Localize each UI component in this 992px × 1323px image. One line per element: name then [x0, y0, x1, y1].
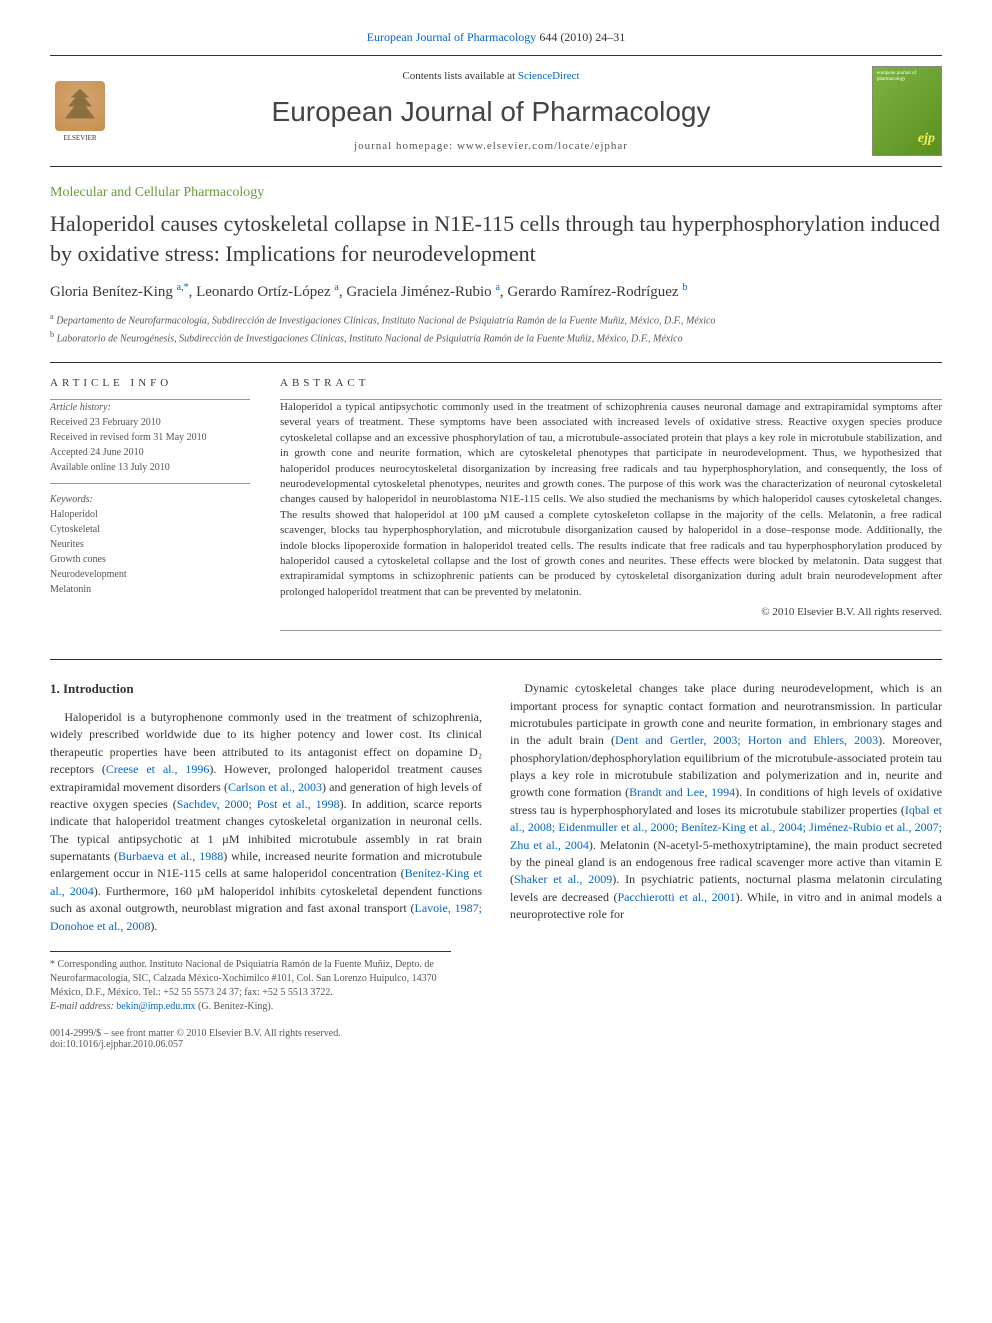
footnotes: * Corresponding author. Instituto Nacion… — [50, 951, 451, 1014]
journal-header: ELSEVIER Contents lists available at Sci… — [50, 55, 942, 167]
keywords-label: Keywords: — [50, 492, 250, 507]
citation-link[interactable]: Sachdev, 2000; Post et al., 1998 — [177, 797, 340, 811]
doi-label: doi: — [50, 1039, 66, 1050]
cover-small-text: european journal of pharmacology — [877, 71, 937, 82]
body-paragraph: Haloperidol is a butyrophenone commonly … — [50, 709, 482, 935]
history-label: Article history: — [50, 400, 250, 415]
author-name: Leonardo Ortíz-López — [196, 284, 331, 300]
citation-link[interactable]: Pacchierotti et al., 2001 — [617, 890, 735, 904]
affiliation: b Laboratorio de Neurogénesis, Subdirecc… — [50, 329, 942, 346]
contents-line: Contents lists available at ScienceDirec… — [130, 70, 852, 82]
citation-link[interactable]: Shaker et al., 2009 — [514, 872, 612, 886]
article-info: ARTICLE INFO Article history: Received 2… — [50, 377, 250, 631]
keyword-item: Haloperidol — [50, 507, 250, 522]
aff-text: Laboratorio de Neurogénesis, Subdirecció… — [57, 333, 683, 344]
divider — [50, 362, 942, 363]
text-run: ). — [150, 919, 157, 933]
email-label: E-mail address: — [50, 1001, 116, 1012]
aff-sup: b — [50, 330, 54, 339]
section-label: Molecular and Cellular Pharmacology — [50, 185, 942, 201]
email-tail: (G. Benítez-King). — [196, 1001, 274, 1012]
affiliations: a Departamento de Neurofarmacología, Sub… — [50, 311, 942, 346]
cover-ejp-icon: ejp — [918, 131, 935, 147]
email-line: E-mail address: bekin@imp.edu.mx (G. Ben… — [50, 1000, 451, 1014]
body-section: 1. Introduction Haloperidol is a butyrop… — [50, 680, 942, 935]
divider-thin — [280, 630, 942, 631]
keyword-item: Neurodevelopment — [50, 567, 250, 582]
elsevier-label: ELSEVIER — [63, 134, 96, 142]
divider — [50, 659, 942, 660]
header-center: Contents lists available at ScienceDirec… — [110, 70, 872, 152]
citation-link[interactable]: Dent and Gertler, 2003; Horton and Ehler… — [615, 733, 878, 747]
keyword-item: Cytoskeletal — [50, 522, 250, 537]
doi-link[interactable]: 10.1016/j.ejphar.2010.06.057 — [66, 1039, 184, 1050]
citation-link[interactable]: Carlson et al., 2003 — [228, 780, 322, 794]
abstract: ABSTRACT Haloperidol a typical antipsych… — [280, 377, 942, 631]
homepage-line: journal homepage: www.elsevier.com/locat… — [130, 140, 852, 152]
journal-citation-name: European Journal of Pharmacology — [367, 30, 537, 44]
sciencedirect-link[interactable]: ScienceDirect — [518, 70, 580, 82]
history-item: Available online 13 July 2010 — [50, 460, 250, 475]
author-aff-sup: a — [334, 282, 338, 293]
article-title: Haloperidol causes cytoskeletal collapse… — [50, 209, 942, 268]
keywords-block: Keywords: Haloperidol Cytoskeletal Neuri… — [50, 492, 250, 597]
citation-link[interactable]: Brandt and Lee, 1994 — [629, 785, 735, 799]
keyword-item: Melatonin — [50, 582, 250, 597]
journal-citation-link[interactable]: European Journal of Pharmacology — [367, 30, 537, 44]
aff-text: Departamento de Neurofarmacología, Subdi… — [56, 316, 715, 327]
email-link[interactable]: bekin@imp.edu.mx — [116, 1001, 195, 1012]
doi-line: doi:10.1016/j.ejphar.2010.06.057 — [50, 1039, 341, 1050]
author: Graciela Jiménez-Rubio a — [346, 284, 500, 300]
aff-sup: a — [50, 312, 54, 321]
keyword-item: Neurites — [50, 537, 250, 552]
journal-citation-pages: 644 (2010) 24–31 — [536, 30, 625, 44]
author-aff-sup: b — [682, 282, 687, 293]
corresponding-note: * Corresponding author. Instituto Nacion… — [50, 958, 451, 1000]
citation-link[interactable]: Burbaeva et al., 1988 — [118, 849, 223, 863]
elsevier-logo[interactable]: ELSEVIER — [50, 76, 110, 146]
authors: Gloria Benítez-King a,*, Leonardo Ortíz-… — [50, 282, 942, 301]
author-aff-sup: a — [495, 282, 499, 293]
author-aff-sup: a, — [177, 282, 184, 293]
meta-row: ARTICLE INFO Article history: Received 2… — [50, 377, 942, 631]
section-heading: 1. Introduction — [50, 680, 482, 699]
body-paragraph: Dynamic cytoskeletal changes take place … — [510, 680, 942, 923]
info-heading: ARTICLE INFO — [50, 377, 250, 389]
contents-prefix: Contents lists available at — [402, 70, 517, 82]
author: Gloria Benítez-King a,* — [50, 284, 189, 300]
keyword-item: Growth cones — [50, 552, 250, 567]
journal-title: European Journal of Pharmacology — [130, 96, 852, 128]
author-name: Gerardo Ramírez-Rodríguez — [507, 284, 678, 300]
affiliation: a Departamento de Neurofarmacología, Sub… — [50, 311, 942, 328]
history-block: Article history: Received 23 February 20… — [50, 400, 250, 484]
history-item: Received 23 February 2010 — [50, 415, 250, 430]
elsevier-tree-icon — [55, 81, 105, 131]
history-item: Accepted 24 June 2010 — [50, 445, 250, 460]
author: Gerardo Ramírez-Rodríguez b — [507, 284, 687, 300]
history-item: Received in revised form 31 May 2010 — [50, 430, 250, 445]
author-name: Graciela Jiménez-Rubio — [346, 284, 491, 300]
abstract-text: Haloperidol a typical antipsychotic comm… — [280, 400, 942, 600]
top-journal-link: European Journal of Pharmacology 644 (20… — [50, 30, 942, 45]
corresponding-mark: * — [184, 282, 189, 293]
bottom-bar: 0014-2999/$ – see front matter © 2010 El… — [50, 1028, 942, 1050]
author-name: Gloria Benítez-King — [50, 284, 173, 300]
abstract-copyright: © 2010 Elsevier B.V. All rights reserved… — [280, 606, 942, 618]
citation-link[interactable]: Creese et al., 1996 — [106, 762, 210, 776]
journal-cover[interactable]: european journal of pharmacology ejp — [872, 66, 942, 156]
two-column-body: 1. Introduction Haloperidol is a butyrop… — [50, 680, 942, 935]
author: Leonardo Ortíz-López a — [196, 284, 339, 300]
front-matter-line: 0014-2999/$ – see front matter © 2010 El… — [50, 1028, 341, 1039]
abstract-heading: ABSTRACT — [280, 377, 942, 389]
bottom-left: 0014-2999/$ – see front matter © 2010 El… — [50, 1028, 341, 1050]
